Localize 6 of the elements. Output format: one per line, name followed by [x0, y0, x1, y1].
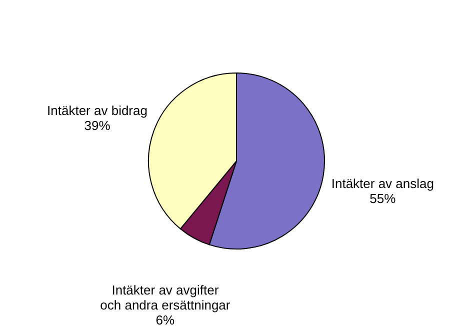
slice-label: Intäkter av bidrag [47, 102, 148, 118]
data-label: 6% [156, 312, 176, 326]
data-label: 39% [84, 118, 111, 133]
data-label: 55% [370, 191, 396, 206]
slice-label: Intäkter av anslag [331, 176, 434, 192]
slice-label: Intäkter av avgifter och andra ersättningar [100, 282, 231, 313]
